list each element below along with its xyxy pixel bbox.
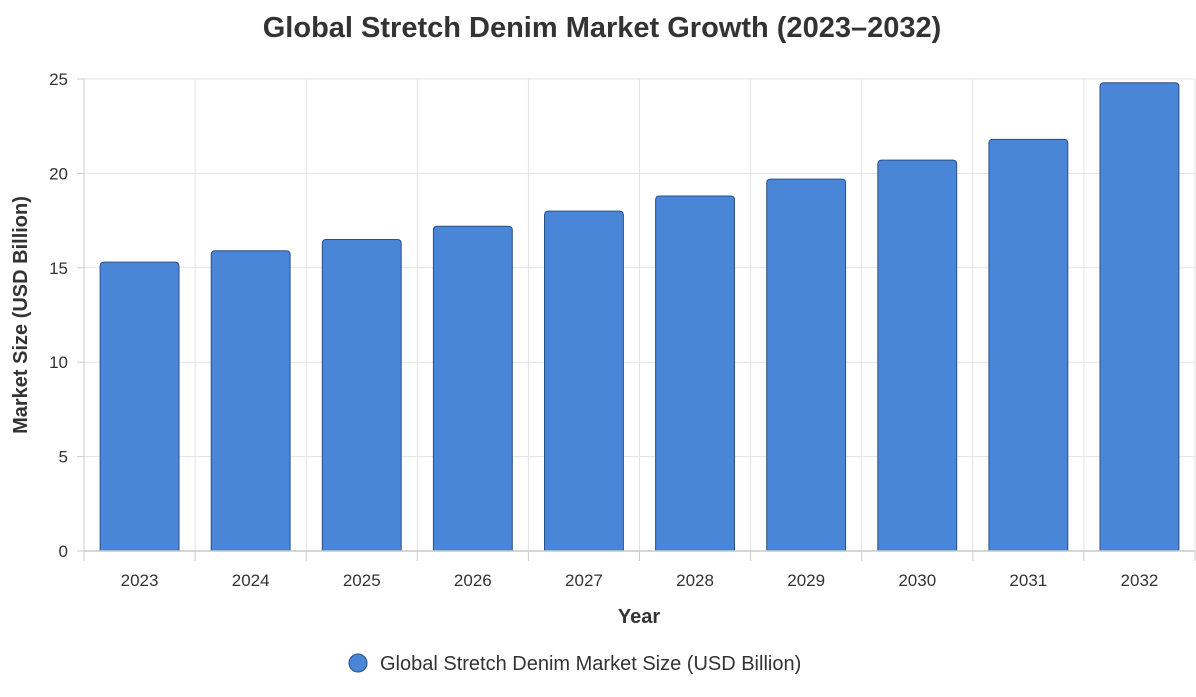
x-tick-label: 2027 (565, 571, 603, 590)
legend-label: Global Stretch Denim Market Size (USD Bi… (380, 653, 801, 675)
bar-2026[interactable] (432, 225, 513, 552)
bar-2027[interactable] (544, 210, 624, 552)
bar-2023[interactable] (99, 261, 180, 552)
bar-2028[interactable] (655, 195, 735, 552)
y-axis-title: Market Size (USD Billion) (10, 196, 32, 434)
x-axis-title: Year (618, 606, 660, 628)
y-tick-label: 20 (49, 164, 68, 183)
legend-marker (348, 653, 368, 673)
x-tick-label: 2025 (343, 571, 381, 590)
y-tick-label: 5 (59, 448, 68, 467)
legend[interactable]: Global Stretch Denim Market Size (USD Bi… (348, 653, 801, 675)
y-tick-label: 0 (59, 542, 68, 561)
x-tick-label: 2032 (1121, 571, 1159, 590)
bar-2031[interactable] (988, 138, 1069, 552)
y-tick-label: 10 (49, 353, 68, 372)
x-tick-label: 2026 (454, 571, 492, 590)
bar-2024[interactable] (210, 250, 291, 552)
y-tick-label: 25 (49, 70, 68, 89)
x-tick-label: 2031 (1009, 571, 1047, 590)
x-tick-label: 2028 (676, 571, 714, 590)
x-tick-label: 2029 (787, 571, 825, 590)
y-axis-ticks: 0 5 10 15 20 25 (49, 70, 84, 561)
bar-2032[interactable] (1099, 82, 1180, 552)
bar-2030[interactable] (877, 159, 958, 552)
bars (99, 82, 1180, 552)
bar-2025[interactable] (321, 238, 402, 552)
bar-2029[interactable] (766, 178, 847, 552)
x-tick-label: 2024 (232, 571, 270, 590)
x-tick-label: 2023 (121, 571, 159, 590)
x-tick-label: 2030 (898, 571, 936, 590)
y-tick-label: 15 (49, 259, 68, 278)
x-axis-ticks: 2023 2024 2025 2026 2027 2028 2029 2030 2031 2032 (83, 551, 1196, 590)
chart-title: Global Stretch Denim Market Growth (2023… (263, 12, 942, 44)
